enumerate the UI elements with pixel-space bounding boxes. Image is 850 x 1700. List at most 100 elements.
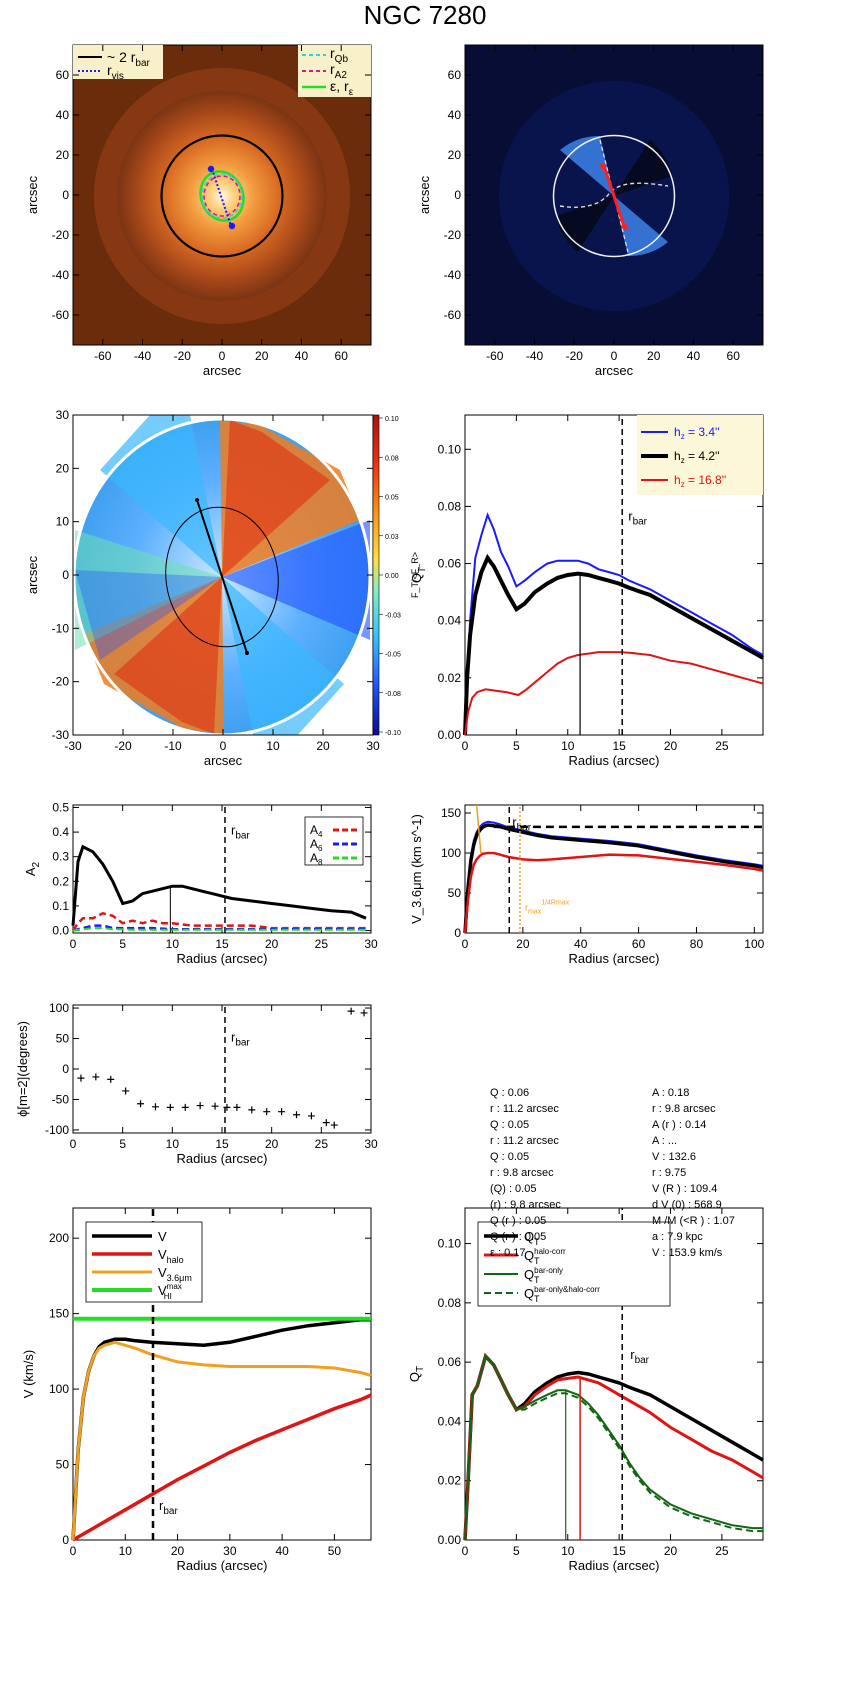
x-tick-label: 60	[632, 937, 646, 951]
scatter-point	[330, 1121, 338, 1129]
y-tick-label: 0	[62, 1533, 69, 1547]
x-tick-label: 20	[664, 1544, 678, 1558]
parameter-column-left: Q : 0.06 r : 11.2 arcsec Q : 0.05 r : 11.2 …	[490, 1085, 668, 1261]
x-tick-label: 10	[166, 937, 180, 951]
x-tick-label: 10	[266, 739, 280, 753]
y-axis-label-main: Q	[409, 573, 424, 583]
x-tick-label: 25	[315, 937, 329, 951]
y-tick-label: 0.02	[438, 671, 462, 685]
scatter-point	[293, 1111, 300, 1119]
x-tick-label: 10	[561, 739, 575, 753]
y-tick-label: 100	[441, 846, 461, 860]
x-tick-label: 40	[687, 349, 701, 363]
parameter-line: Q : 0.06	[490, 1087, 530, 1099]
y-tick-label: 50	[56, 1458, 70, 1472]
y-tick-label: 150	[441, 806, 461, 820]
scatter-point	[278, 1108, 286, 1116]
rbar-label-main: r	[628, 509, 633, 524]
x-tick-label: 20	[664, 739, 678, 753]
series-line-4	[475, 804, 482, 854]
scatter-point	[107, 1075, 115, 1083]
x-tick-label: 0	[70, 1137, 77, 1151]
x-tick-label: 0	[462, 1544, 469, 1558]
rbar-label-sub: bar	[517, 823, 532, 834]
legend-label-sup: max	[167, 1282, 182, 1291]
legend-label-sub: T	[534, 1275, 540, 1285]
x-axis-label: Radius (arcsec)	[568, 1558, 659, 1573]
parameter-line: d V (0) : 568.9	[652, 1199, 722, 1211]
y-axis-label: V (km/s)	[21, 1350, 36, 1398]
legend-sub: bar	[135, 58, 150, 69]
y-tick-label: 0	[62, 1062, 69, 1076]
axes-frame	[72, 1004, 372, 1134]
legend-label-main: A	[310, 837, 318, 851]
y-axis-label: ϕ[m=2](degrees)	[15, 1021, 30, 1117]
legend-label: r	[330, 45, 335, 61]
x-tick-label: -10	[164, 739, 182, 753]
bar-end-point	[245, 651, 249, 655]
x-tick-label: -20	[114, 739, 132, 753]
y-tick-label: 0.10	[438, 442, 462, 456]
y-tick-label: 0.0	[52, 924, 69, 938]
legend-label: hz = 3.4''	[674, 425, 720, 441]
panel-rotation-decomposition: 0 10 20 30 40 50 0 50 100 150 200 Radius (arcsec) V …	[21, 1207, 372, 1573]
series-line-0	[463, 1352, 764, 1541]
colorbar-tick-label: 0.03	[385, 534, 399, 541]
y-tick-label: 0	[454, 926, 461, 940]
legend-label-tail: = 3.4''	[685, 425, 720, 439]
y-tick-label: 0.02	[438, 1474, 462, 1488]
y-tick-label: 0.08	[438, 1296, 462, 1310]
rbar-label-main: r	[512, 815, 517, 830]
colorbar-tick-label: -0.08	[385, 691, 401, 698]
parameter-line: r : 11.2 arcsec	[490, 1103, 559, 1115]
series-line-0	[71, 1317, 371, 1541]
parameter-line: V (R ) : 109.4	[652, 1183, 718, 1195]
x-tick-label: 25	[715, 739, 729, 753]
legend-label-sup: halo-corr	[534, 1247, 566, 1256]
legend-label-main: V	[158, 1247, 167, 1262]
y-tick-label: 0.04	[438, 614, 462, 628]
parameter-line: r : 11.2 arcsec	[490, 1135, 559, 1147]
scatter-point	[196, 1102, 204, 1110]
y-tick-label: 150	[49, 1307, 69, 1321]
rmax-label-main: r	[525, 903, 528, 913]
legend-label-sub: 4	[318, 830, 323, 839]
legend-label-sub: z	[681, 456, 685, 465]
x-axis-label: arcsec	[595, 363, 634, 378]
x-tick-label: 0	[611, 349, 618, 363]
panel-galaxy-image: ~ 2 rbar rvis rQb rA2 ε, rε -60 -40 -20 0 20…	[25, 44, 372, 378]
scatter-point	[211, 1102, 219, 1110]
rbar-label-main: r	[159, 1498, 164, 1513]
scatter-point	[322, 1119, 330, 1127]
series-line-2	[464, 1354, 763, 1541]
x-tick-label: 30	[364, 1137, 378, 1151]
y-axis-label-main: Q	[407, 1372, 422, 1382]
parameter-line: A (r ) : 0.14	[652, 1119, 707, 1131]
y-tick-label: 60	[448, 68, 462, 82]
legend-label: V3.6μm	[158, 1265, 192, 1283]
bar-end-point	[600, 163, 606, 169]
x-tick-label: 20	[516, 937, 530, 951]
y-tick-label: 0.5	[52, 800, 69, 814]
legend-label-main: Q	[524, 1267, 534, 1282]
bar-major-axis	[196, 499, 248, 654]
x-tick-label: 30	[366, 739, 380, 753]
parameter-table: Q : 0.06 r : 11.2 arcsec Q : 0.05 r : 11.2 …	[490, 1085, 840, 1259]
rbar-label-sub: bar	[633, 517, 648, 528]
circle-2rbar	[160, 134, 284, 258]
y-tick-label: 0.00	[438, 1533, 462, 1547]
x-tick-label: 25	[715, 1544, 729, 1558]
legend-label-main: V	[158, 1283, 167, 1298]
parameter-line: A : ...	[652, 1135, 678, 1147]
parameter-line: V : 132.6	[652, 1151, 697, 1163]
y-tick-label: 30	[56, 408, 70, 422]
map-negative-lobe	[75, 570, 222, 660]
x-tick-label: -40	[134, 349, 152, 363]
y-tick-label: 200	[49, 1231, 69, 1245]
y-tick-label: -20	[52, 675, 70, 689]
rbar-label: rbar	[628, 509, 647, 528]
legend-label: r	[330, 61, 335, 77]
svg-text:rA2: rA2	[330, 61, 347, 81]
